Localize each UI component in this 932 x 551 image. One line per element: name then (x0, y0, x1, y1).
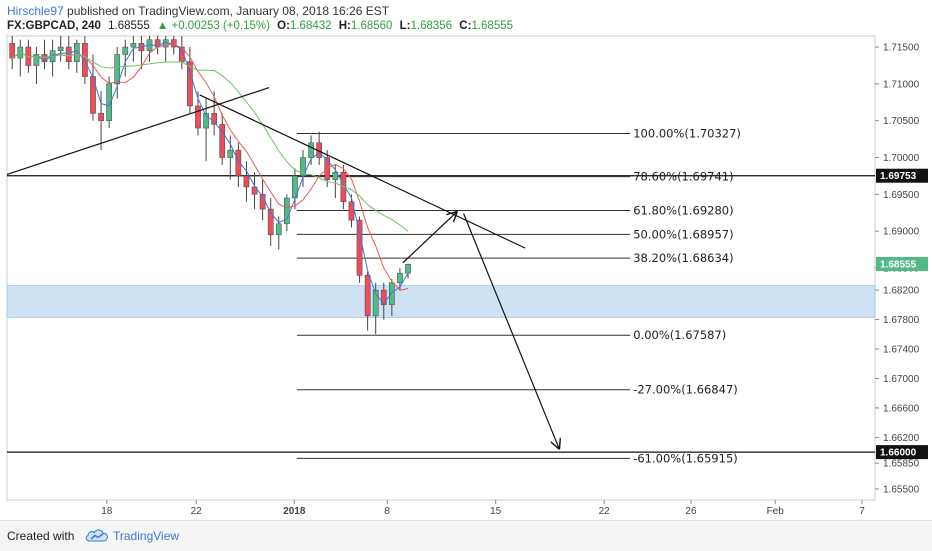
x-tick-label: 22 (191, 506, 203, 517)
close-value: 1.68555 (471, 20, 514, 32)
rising-trendline (6, 86, 270, 176)
price-axis-label: 1.66000 (880, 448, 917, 459)
high-label: H: (338, 20, 351, 32)
open-value: 1.68432 (289, 20, 332, 32)
candle-body (98, 113, 104, 121)
tradingview-brand[interactable]: TradingView (113, 529, 180, 543)
fib-level-label: 50.00%(1.68957) (633, 227, 733, 241)
moving-average-line (11, 41, 409, 305)
candle-body (235, 149, 242, 177)
candle-body (73, 43, 80, 63)
candle-body (65, 46, 72, 63)
projection-arrow-down (463, 213, 559, 448)
low-value: 1.68356 (410, 20, 453, 32)
projection-arrow-up (402, 212, 457, 264)
candle-body (57, 46, 64, 51)
falling-trendline (199, 94, 526, 249)
candle-body (380, 289, 387, 306)
y-tick-label: 1.71500 (883, 43, 920, 54)
author-link[interactable]: Hirschle97 (7, 4, 64, 18)
price-chart[interactable]: 1.71500 1.71000 1.70500 1.70000 1.69500 1.690… (0, 0, 932, 520)
price-axis-label: 1.68555 (880, 259, 917, 270)
candle-body (251, 186, 258, 195)
price-axis-label-bg (876, 256, 928, 271)
y-tick-label: 1.69500 (883, 190, 920, 201)
candle-body (356, 219, 363, 276)
ohlc-header: FX:GBPCAD, 240 1.68555 ▲ +0.00253 (+0.15… (7, 20, 513, 32)
x-tick-label: 22 (599, 506, 611, 517)
created-with-text: Created with (7, 529, 75, 543)
candle-body (122, 46, 129, 55)
candle-body (397, 272, 403, 283)
candle-body (203, 113, 209, 129)
candle-body (364, 275, 371, 317)
candle-body (243, 175, 250, 188)
y-tick-label: 1.68200 (883, 286, 920, 297)
price-change: ▲ +0.00253 (+0.15%) (156, 20, 270, 32)
candle-body (308, 142, 314, 158)
candle-body (227, 149, 234, 158)
x-tick-label: 8 (384, 506, 390, 517)
y-tick-label: 1.70000 (883, 153, 920, 164)
candle-body (275, 223, 282, 236)
tradingview-cloud-icon[interactable] (84, 527, 110, 543)
candle-body (219, 124, 226, 158)
x-tick-label: 26 (685, 506, 697, 517)
y-tick-label: 1.66200 (883, 433, 920, 444)
y-tick-label: 1.67000 (883, 374, 920, 385)
candle-body (106, 83, 112, 121)
y-tick-label: 1.65500 (883, 484, 920, 495)
y-tick-label: 1.67800 (883, 315, 920, 326)
publish-info: published on TradingView.com, January 08… (67, 4, 390, 18)
candle-body (41, 54, 48, 63)
moving-average-line (11, 44, 409, 291)
close-label: C: (459, 20, 472, 32)
x-tick-label: 18 (101, 506, 113, 517)
y-tick-label: 1.66600 (883, 403, 920, 414)
candle-body (130, 43, 137, 48)
candle-body (405, 264, 411, 274)
publish-header: Hirschle97 published on TradingView.com,… (7, 4, 389, 18)
fib-level-label: -61.00%(1.65915) (633, 451, 738, 465)
candle-body (300, 157, 306, 177)
candle-body (33, 54, 40, 66)
demand-zone (6, 285, 876, 318)
plot-area (6, 35, 876, 501)
price-axis-label-bg (876, 168, 928, 183)
high-value: 1.68560 (350, 20, 393, 32)
x-tick-label: Feb (767, 506, 785, 517)
candle-body (267, 208, 274, 236)
candle-body (211, 113, 217, 125)
candle-body (9, 43, 16, 59)
y-tick-label: 1.69000 (883, 227, 920, 238)
y-tick-label: 1.67400 (883, 345, 920, 356)
x-tick-label: 2018 (283, 506, 306, 517)
x-tick-label: 7 (859, 506, 865, 517)
y-tick-label: 1.65850 (883, 459, 920, 470)
fib-level-label: -27.00%(1.66847) (633, 383, 738, 397)
y-tick-label: 1.70500 (883, 116, 920, 127)
candle-body (332, 172, 339, 180)
candle-body (187, 61, 193, 107)
price-axis-label-bg (876, 445, 928, 460)
price-axis-label: 1.69753 (880, 171, 917, 182)
fib-level-label: 38.20%(1.68634) (633, 251, 733, 265)
x-tick-label: 15 (490, 506, 502, 517)
candle-body (195, 105, 201, 129)
y-tick-label: 1.71000 (883, 79, 920, 90)
fib-level-label: 61.80%(1.69280) (633, 204, 733, 218)
last-price: 1.68555 (108, 20, 150, 32)
candle-body (114, 54, 121, 85)
candle-body (284, 197, 290, 225)
footer-bar: Created with TradingView (0, 520, 932, 551)
candle-body (389, 282, 395, 306)
fib-level-label: 100.00%(1.70327) (633, 126, 741, 140)
fib-level-label: 0.00%(1.67587) (633, 328, 726, 342)
low-label: L: (399, 20, 411, 32)
open-label: O: (277, 20, 290, 32)
moving-average-line (11, 52, 409, 232)
fib-level-label: 78.60%(1.69741) (633, 170, 733, 184)
candle-body (372, 289, 379, 317)
symbol-label: FX:GBPCAD, 240 (7, 20, 101, 32)
